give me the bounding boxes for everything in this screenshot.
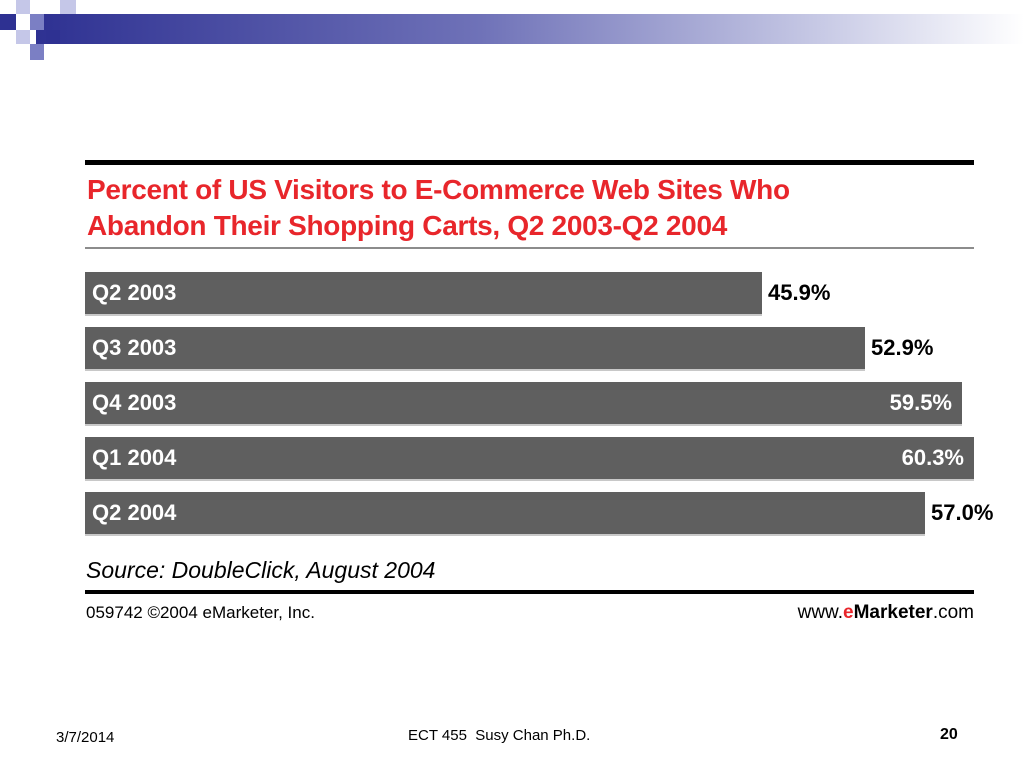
chart-title: Percent of US Visitors to E-Commerce Web… [87, 172, 967, 244]
bar-value-label: 60.3% [901, 445, 964, 470]
chart-bottom-rule [85, 590, 974, 594]
chart-title-line-1: Percent of US Visitors to E-Commerce Web… [87, 174, 790, 205]
bar-value-label: 45.9% [768, 280, 831, 305]
header-square-navy-2 [46, 30, 60, 44]
bar: Q2 2003 45.9% [85, 272, 830, 314]
bar-category-label: Q2 2003 [92, 280, 177, 305]
slide-date: 3/7/2014 [56, 729, 115, 746]
chart-source: Source: DoubleClick, August 2004 [86, 557, 436, 583]
header-square-mid [30, 14, 44, 30]
slide-course-info: ECT 455 Susy Chan Ph.D. [408, 727, 591, 744]
bar-category-label: Q2 2004 [92, 500, 177, 525]
header-gradient-band [36, 14, 1024, 44]
chart-top-rule [85, 160, 974, 165]
chart-title-line-2: Abandon Their Shopping Carts, Q2 2003-Q2… [87, 210, 727, 241]
bar: Q2 2004 57.0% [85, 492, 993, 534]
bar: Q3 2003 52.9% [85, 327, 933, 369]
bar: Q4 2003 59.5% [85, 382, 962, 424]
chart-bars: Q2 2003 45.9% Q3 2003 52.9% Q4 2003 59.5% Q1 2… [85, 272, 993, 542]
chart-title-rule [85, 247, 974, 249]
chart-footer-id: 059742 ©2004 eMarketer, Inc. [86, 603, 315, 622]
header-square-light-3 [60, 0, 76, 14]
bar-category-label: Q4 2003 [92, 390, 177, 415]
bar-value-label: 59.5% [889, 390, 952, 415]
bar-category-label: Q3 2003 [92, 335, 177, 360]
header-square-light-2 [16, 30, 30, 44]
header-square-navy [0, 14, 16, 30]
bar-category-label: Q1 2004 [92, 445, 177, 470]
bar: Q1 2004 60.3% [85, 437, 974, 479]
footer-url-suffix: .com [932, 602, 974, 623]
header-square-light [16, 0, 30, 14]
header-square-mid-2 [30, 44, 44, 60]
bar-value-label: 52.9% [871, 335, 934, 360]
footer-url-prefix: www. [797, 602, 844, 623]
footer-url-brand-e: e [843, 602, 854, 623]
chart-footer-url: www.eMarketer.com [798, 602, 974, 624]
footer-url-brand-rest: Marketer [853, 602, 933, 623]
slide-page-number: 20 [940, 726, 958, 743]
bar-value-label: 57.0% [931, 500, 994, 525]
